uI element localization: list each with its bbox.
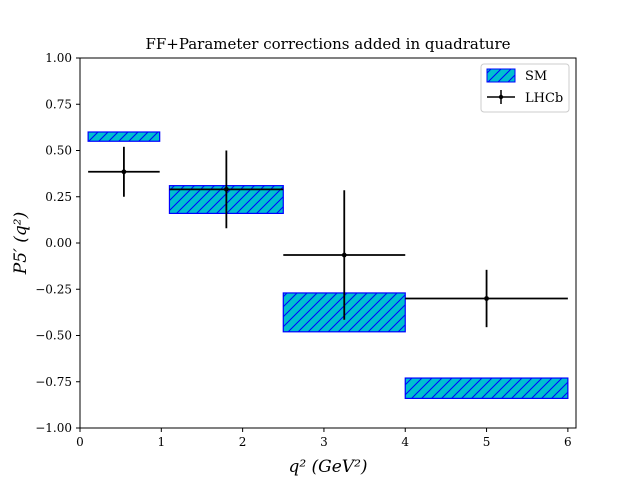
legend-sm-swatch	[486, 68, 516, 83]
sm-band-0	[87, 131, 161, 142]
x-axis-ticks: 0 1 2 3 4 5 6	[76, 428, 572, 449]
y-tick-label-0: −1.00	[35, 421, 72, 435]
legend-sm-label: SM	[525, 69, 547, 84]
y-tick-label-5: 0.25	[45, 190, 72, 204]
lhcb-marker-2	[341, 252, 347, 258]
lhcb-point-3	[405, 269, 568, 328]
x-tick-label-2: 2	[239, 435, 247, 449]
x-axis-label: q² (GeV²)	[288, 457, 367, 477]
y-tick-label-1: −0.75	[35, 375, 72, 389]
x-tick-label-5: 5	[483, 435, 491, 449]
plot-area	[87, 131, 569, 399]
x-tick-label-3: 3	[320, 435, 328, 449]
legend: SM LHCb	[480, 63, 570, 113]
plot-frame	[79, 57, 577, 429]
y-tick-label-3: −0.25	[35, 282, 72, 296]
chart-title: FF+Parameter corrections added in quadra…	[145, 35, 510, 53]
y-axis-ticks: −1.00 −0.75 −0.50 −0.25 0.00 0.25 0.50 0.75 1.00	[35, 51, 80, 435]
x-tick-label-0: 0	[76, 435, 84, 449]
x-tick-label-1: 1	[157, 435, 165, 449]
y-tick-label-4: 0.00	[45, 236, 72, 250]
lhcb-marker-1	[223, 186, 229, 192]
lhcb-point-2	[283, 190, 406, 320]
y-tick-label-8: 1.00	[45, 51, 72, 65]
legend-lhcb-marker	[487, 90, 515, 104]
lhcb-point-1	[169, 150, 284, 229]
y-axis-label: P5′ (q²)	[11, 212, 31, 275]
lhcb-marker-3	[484, 296, 489, 301]
lhcb-marker-0	[121, 169, 127, 175]
x-tick-label-6: 6	[564, 435, 572, 449]
x-tick-label-4: 4	[401, 435, 409, 449]
y-tick-label-6: 0.50	[45, 144, 72, 158]
lhcb-point-0	[88, 146, 160, 197]
legend-lhcb-label: LHCb	[525, 91, 563, 106]
y-tick-label-2: −0.50	[35, 329, 72, 343]
y-tick-label-7: 0.75	[45, 97, 72, 111]
sm-band-3	[404, 377, 569, 399]
